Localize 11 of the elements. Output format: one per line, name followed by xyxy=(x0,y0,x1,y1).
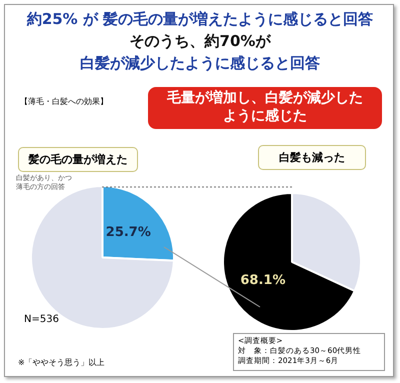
chart-title: 約25% が 髪の毛の量が増えたように感じると回答 xyxy=(26,9,374,30)
text: 【薄毛・白髪への効果】 xyxy=(20,96,108,107)
slice-label: 白髪も減った xyxy=(258,145,366,170)
text: N=536 xyxy=(24,314,59,325)
text: ※「ややそう思う」以上 xyxy=(18,357,105,368)
data-label: 25.7% xyxy=(106,225,151,240)
data-label: 68.1% xyxy=(240,272,286,288)
text: 毛量が増加し、白髪が減少したように感じた xyxy=(148,87,382,129)
slice-label: 髪の毛の量が増えた xyxy=(18,147,138,172)
text: 白髪が減少したように感じると回答 xyxy=(79,53,321,74)
chart-subtitle: そのうち、約70%が xyxy=(128,31,272,52)
